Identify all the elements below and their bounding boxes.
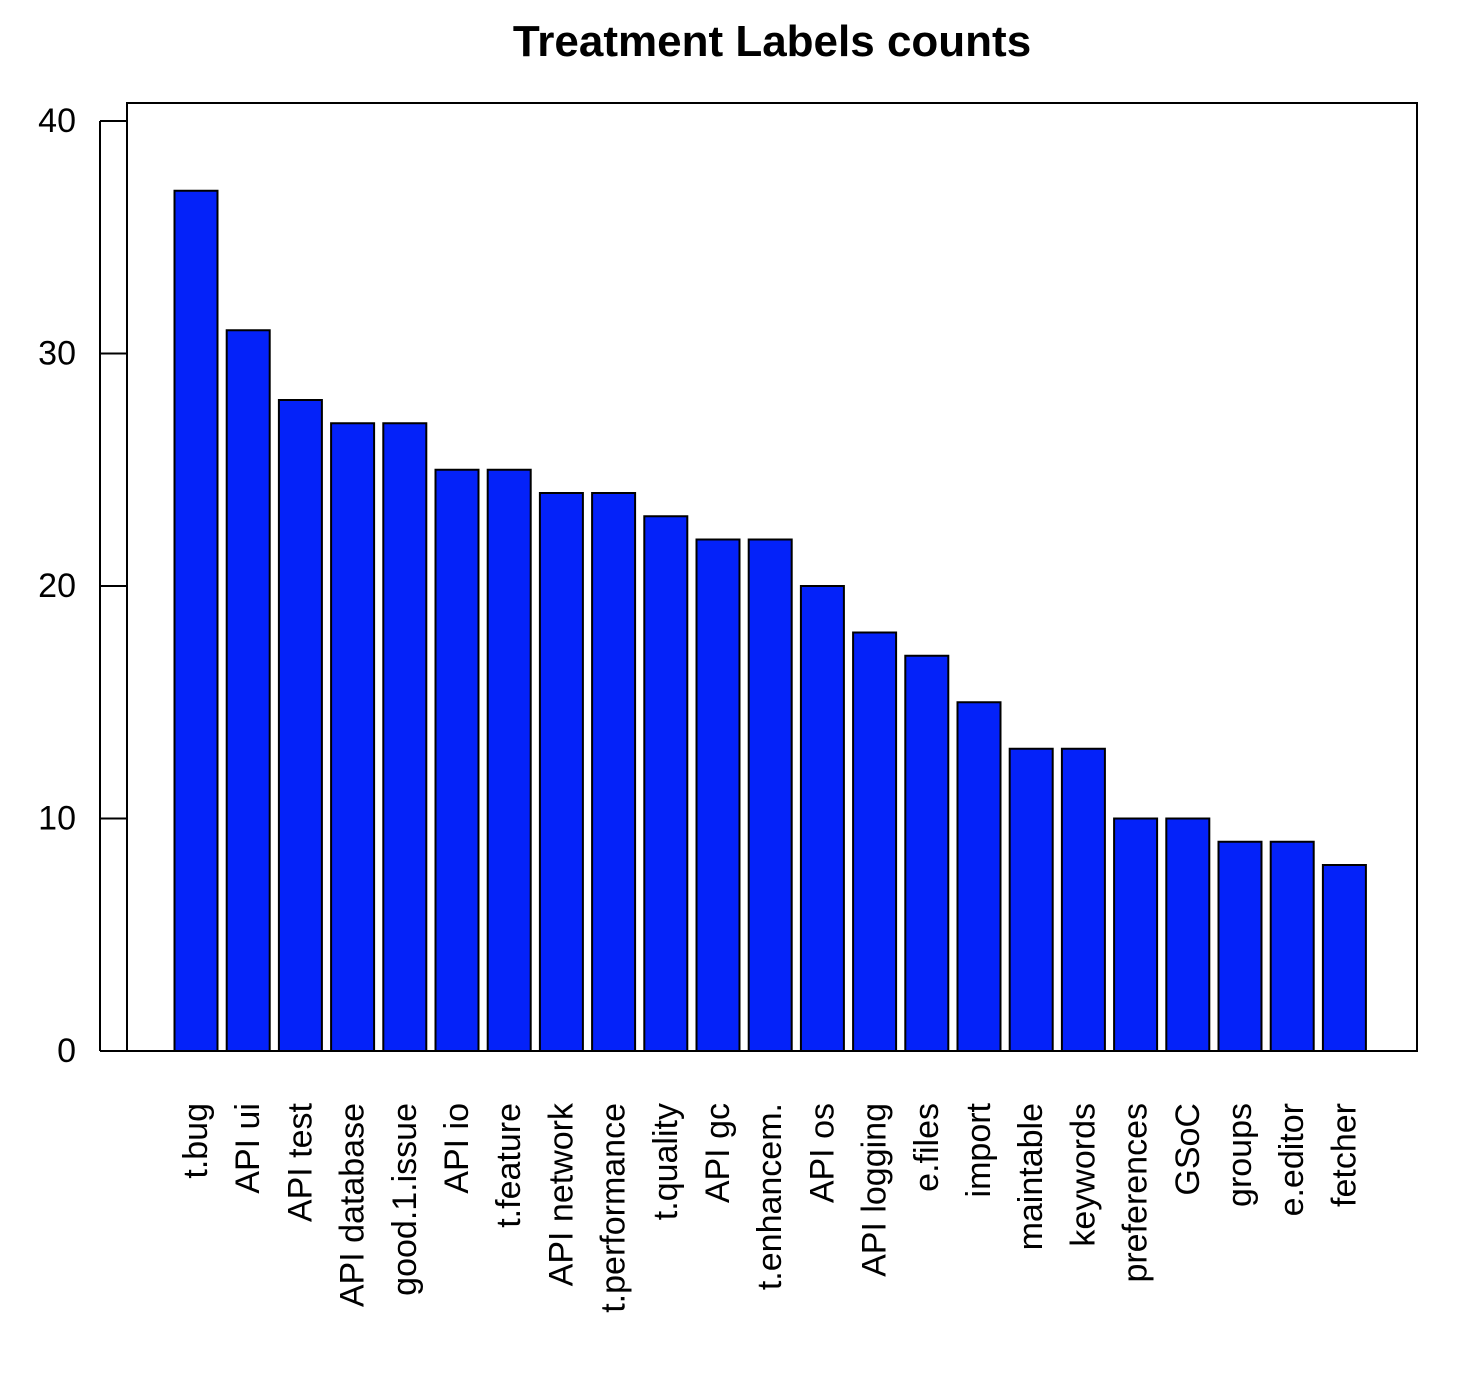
bar-19 bbox=[1165, 817, 1211, 1052]
x-category-label: API test bbox=[281, 1102, 319, 1222]
x-category-label: API database bbox=[334, 1103, 372, 1307]
x-category-label: t.feature bbox=[490, 1103, 528, 1228]
y-tick-label: 40 bbox=[38, 102, 76, 140]
bar-20 bbox=[1217, 840, 1263, 1052]
bar-0 bbox=[173, 189, 219, 1052]
x-category-label: API logging bbox=[856, 1103, 894, 1277]
x-category-label: API gc bbox=[699, 1103, 737, 1203]
bar-16 bbox=[1008, 747, 1054, 1052]
x-axis-labels: t.bug API ui API test API database good.1.is… bbox=[177, 1102, 1363, 1313]
x-category-label: good.1.issue bbox=[386, 1103, 424, 1296]
y-tick-label: 20 bbox=[38, 567, 76, 605]
x-category-label: API io bbox=[438, 1103, 476, 1194]
bar-21 bbox=[1269, 840, 1315, 1052]
x-category-label: maintable bbox=[1012, 1103, 1050, 1250]
y-tick-label: 0 bbox=[57, 1032, 76, 1070]
x-category-label: API os bbox=[803, 1103, 841, 1203]
bars bbox=[173, 189, 1367, 1052]
x-category-label: t.bug bbox=[177, 1103, 215, 1179]
x-category-label: preferences bbox=[1117, 1103, 1155, 1283]
bar-4 bbox=[382, 422, 428, 1052]
bar-11 bbox=[747, 538, 793, 1052]
x-category-label: import bbox=[960, 1102, 998, 1197]
bar-17 bbox=[1060, 747, 1106, 1052]
bar-14 bbox=[904, 654, 950, 1052]
x-category-label: GSoC bbox=[1169, 1103, 1207, 1196]
bar-3 bbox=[330, 422, 376, 1052]
x-category-label: t.enhancem. bbox=[751, 1103, 789, 1290]
bar-8 bbox=[591, 492, 637, 1052]
x-category-label: e.editor bbox=[1273, 1103, 1311, 1216]
chart-title: Treatment Labels counts bbox=[513, 17, 1031, 66]
bar-6 bbox=[486, 468, 532, 1052]
bar-15 bbox=[956, 701, 1002, 1052]
bar-1 bbox=[225, 329, 271, 1052]
bar-2 bbox=[277, 399, 323, 1052]
x-category-label: API ui bbox=[229, 1103, 267, 1194]
bar-22 bbox=[1321, 864, 1367, 1052]
x-category-label: t.performance bbox=[595, 1103, 633, 1313]
x-category-label: fetcher bbox=[1325, 1103, 1363, 1207]
bar-9 bbox=[643, 515, 689, 1052]
bar-5 bbox=[434, 468, 480, 1052]
y-axis: 0 10 20 30 40 bbox=[38, 102, 127, 1070]
x-category-label: e.files bbox=[908, 1103, 946, 1192]
bar-7 bbox=[538, 492, 584, 1052]
y-tick-label: 30 bbox=[38, 335, 76, 373]
y-tick-label: 10 bbox=[38, 800, 76, 838]
bar-12 bbox=[799, 585, 845, 1052]
bar-18 bbox=[1113, 817, 1159, 1052]
x-category-label: t.quality bbox=[647, 1103, 685, 1220]
x-category-label: API network bbox=[542, 1102, 580, 1286]
x-category-label: groups bbox=[1221, 1103, 1259, 1207]
bar-10 bbox=[695, 538, 741, 1052]
x-category-label: keywords bbox=[1064, 1103, 1102, 1247]
bar-13 bbox=[852, 631, 898, 1052]
